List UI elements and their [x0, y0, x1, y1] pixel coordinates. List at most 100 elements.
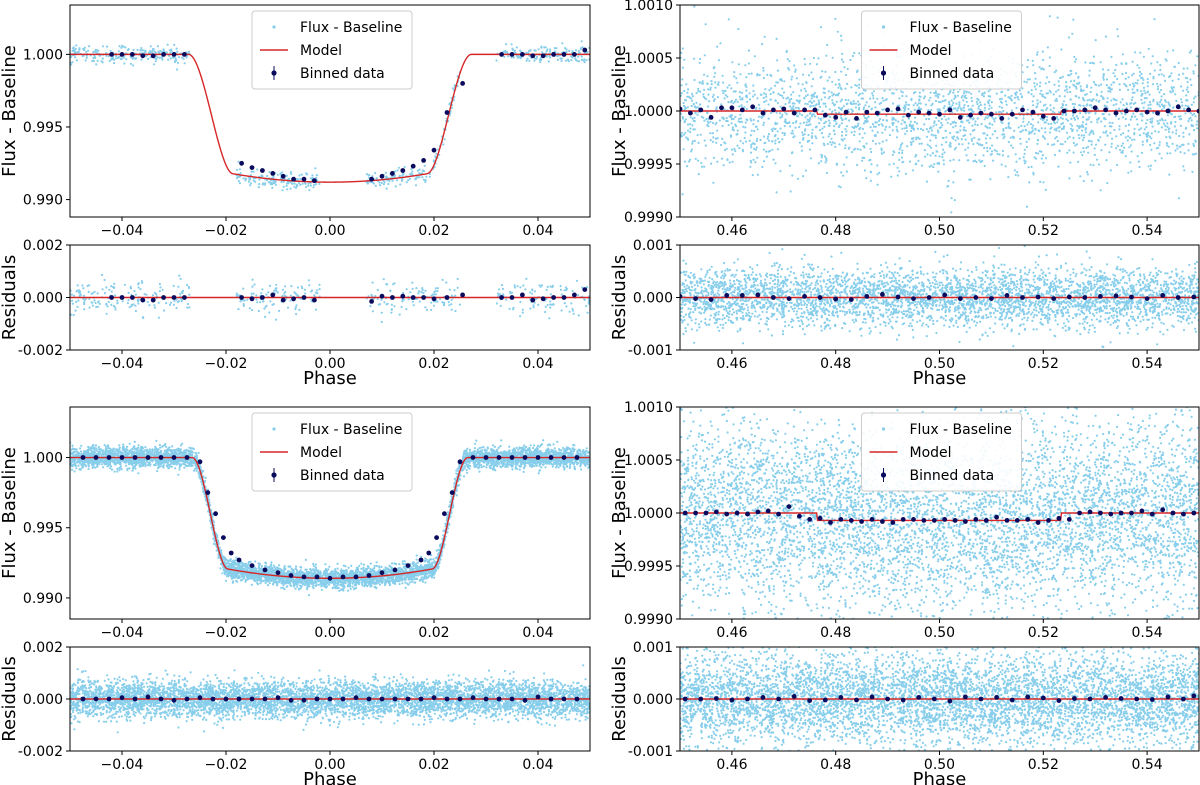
flux-point	[1150, 121, 1153, 124]
flux-point	[984, 331, 987, 334]
flux-point	[1089, 61, 1092, 65]
flux-point	[902, 106, 905, 109]
binned-point	[130, 295, 135, 300]
flux-point	[88, 297, 91, 300]
flux-point	[95, 305, 98, 308]
flux-point	[119, 57, 122, 61]
flux-point	[1062, 100, 1066, 103]
flux-point	[1042, 68, 1045, 71]
flux-point	[548, 50, 552, 53]
flux-point	[1053, 153, 1057, 157]
flux-point	[696, 329, 699, 332]
flux-point	[900, 122, 903, 125]
flux-point	[1130, 150, 1133, 153]
flux-point	[707, 93, 710, 96]
flux-point	[94, 56, 97, 60]
flux-point	[235, 294, 238, 297]
flux-point	[1071, 32, 1074, 35]
flux-point	[943, 99, 946, 102]
flux-point	[976, 142, 979, 145]
flux-point	[991, 144, 994, 147]
flux-point	[166, 43, 169, 46]
flux-point	[684, 330, 688, 333]
flux-point	[792, 91, 795, 94]
binned-point	[1072, 108, 1077, 114]
flux-point	[800, 145, 803, 148]
flux-point	[108, 288, 111, 291]
flux-point	[933, 163, 936, 166]
flux-point	[790, 78, 793, 81]
flux-point	[872, 287, 875, 290]
flux-point	[411, 170, 414, 173]
flux-point	[527, 51, 530, 55]
flux-point	[842, 105, 846, 108]
binned-point	[680, 106, 683, 112]
flux-point	[1045, 108, 1048, 111]
flux-point	[755, 106, 758, 110]
flux-point	[711, 132, 714, 135]
binned-point	[119, 295, 125, 300]
flux-point	[290, 172, 293, 176]
flux-point	[259, 301, 262, 304]
flux-point	[281, 288, 284, 291]
flux-point	[129, 62, 133, 65]
flux-point	[862, 122, 866, 125]
flux-point	[566, 58, 570, 61]
flux-point	[498, 288, 501, 291]
flux-point	[1069, 90, 1072, 94]
flux-point	[830, 143, 833, 146]
flux-point	[725, 147, 728, 150]
flux-point	[935, 280, 938, 283]
flux-point	[835, 111, 838, 114]
flux-point	[1127, 123, 1130, 127]
flux-point	[824, 161, 827, 164]
flux-point	[949, 159, 952, 162]
flux-point	[747, 72, 751, 75]
flux-point	[714, 81, 717, 84]
flux-point	[441, 278, 444, 281]
flux-point	[291, 182, 294, 185]
flux-point	[1106, 182, 1109, 185]
binned-point	[171, 295, 177, 300]
flux-point	[387, 182, 390, 186]
binned-point	[1113, 110, 1119, 116]
flux-point	[753, 93, 756, 96]
flux-point	[693, 139, 696, 142]
flux-point	[511, 48, 514, 52]
flux-point	[771, 129, 774, 133]
flux-point	[743, 136, 746, 140]
flux-point	[120, 46, 123, 49]
flux-point	[1030, 130, 1034, 133]
flux-point	[1170, 72, 1173, 75]
flux-point	[450, 106, 453, 110]
flux-point	[997, 110, 1001, 114]
flux-point	[820, 98, 823, 101]
flux-point	[1100, 120, 1103, 123]
flux-point	[1131, 91, 1134, 94]
flux-point	[1027, 308, 1030, 311]
flux-point	[1156, 88, 1159, 91]
flux-point	[803, 302, 807, 305]
flux-point	[1016, 171, 1019, 174]
flux-point	[970, 100, 974, 103]
flux-point	[1192, 97, 1196, 100]
flux-point	[414, 184, 418, 187]
flux-point	[899, 146, 902, 149]
flux-point	[1178, 134, 1181, 138]
flux-point	[1072, 151, 1075, 154]
flux-point	[709, 132, 712, 135]
flux-point	[267, 291, 270, 294]
flux-point	[1138, 128, 1141, 131]
flux-point	[810, 85, 813, 88]
flux-point	[1110, 125, 1113, 128]
flux-point	[967, 142, 970, 145]
flux-point	[739, 113, 742, 116]
flux-point	[371, 281, 374, 284]
x-tick-label: 0.04	[522, 223, 553, 239]
flux-point	[1156, 82, 1159, 85]
flux-point	[1044, 103, 1047, 106]
flux-point	[1146, 85, 1149, 88]
flux-point	[823, 144, 826, 147]
flux-point	[112, 285, 115, 289]
flux-point	[1097, 108, 1100, 111]
